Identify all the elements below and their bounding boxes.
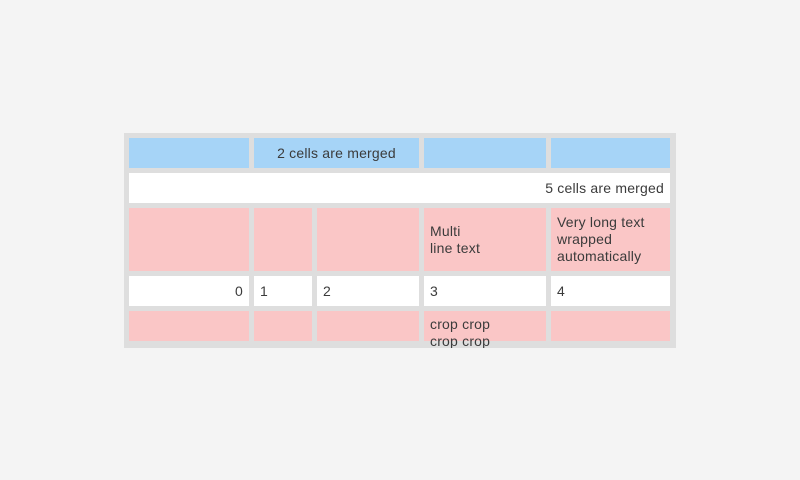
cell-r1-c4[interactable] <box>424 138 546 168</box>
cell-r5-c5[interactable] <box>551 311 670 341</box>
cell-r1-c5[interactable] <box>551 138 670 168</box>
cell-r3-c1[interactable] <box>129 208 249 271</box>
table-widget[interactable]: 2 cells are merged 5 cells are merged Mu… <box>124 133 676 348</box>
cell-r5-cropped-text[interactable]: crop crop crop crop <box>424 311 546 348</box>
cropped-text: crop crop crop crop <box>430 316 491 348</box>
table-row-multiline: Multi line text Very long text wrapped a… <box>129 208 671 271</box>
cell-r4-c2[interactable]: 1 <box>254 276 312 306</box>
cell-r3-wrapped-text[interactable]: Very long text wrapped automatically <box>551 208 670 271</box>
cell-r3-c2[interactable] <box>254 208 312 271</box>
cell-r5-c2[interactable] <box>254 311 312 341</box>
cell-r4-c5[interactable]: 4 <box>551 276 670 306</box>
table-row-numbers: 0 1 2 3 4 <box>129 276 671 306</box>
cell-r4-c1[interactable]: 0 <box>129 276 249 306</box>
cell-r5-c1[interactable] <box>129 311 249 341</box>
cell-r4-c3[interactable]: 2 <box>317 276 419 306</box>
cell-r1-c1[interactable] <box>129 138 249 168</box>
cell-r5-c3[interactable] <box>317 311 419 341</box>
cell-r1-merged[interactable]: 2 cells are merged <box>254 138 419 168</box>
cell-r2-merged[interactable]: 5 cells are merged <box>129 173 670 203</box>
cell-r4-c4[interactable]: 3 <box>424 276 546 306</box>
cell-r3-c3[interactable] <box>317 208 419 271</box>
table-row-blue-header: 2 cells are merged <box>129 138 671 168</box>
table-row-full-merged: 5 cells are merged <box>129 173 671 203</box>
cell-r3-multiline-text[interactable]: Multi line text <box>424 208 546 271</box>
table-row-cropped: crop crop crop crop <box>129 311 671 348</box>
